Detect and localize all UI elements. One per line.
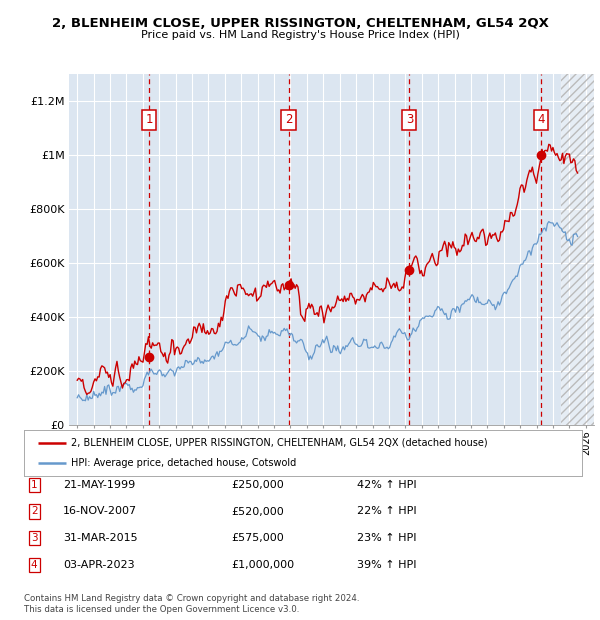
Text: Price paid vs. HM Land Registry's House Price Index (HPI): Price paid vs. HM Land Registry's House … (140, 30, 460, 40)
Text: £520,000: £520,000 (231, 507, 284, 516)
Text: £575,000: £575,000 (231, 533, 284, 543)
Text: 21-MAY-1999: 21-MAY-1999 (63, 480, 135, 490)
Text: 03-APR-2023: 03-APR-2023 (63, 560, 134, 570)
Bar (561, 74, 594, 425)
Text: 23% ↑ HPI: 23% ↑ HPI (357, 533, 416, 543)
Text: 1: 1 (145, 113, 153, 126)
Text: 4: 4 (31, 560, 38, 570)
Text: 1: 1 (31, 480, 38, 490)
Text: 3: 3 (31, 533, 38, 543)
Text: 22% ↑ HPI: 22% ↑ HPI (357, 507, 416, 516)
Text: £1,000,000: £1,000,000 (231, 560, 294, 570)
Text: 2: 2 (31, 507, 38, 516)
Bar (561, 74, 594, 425)
Text: 39% ↑ HPI: 39% ↑ HPI (357, 560, 416, 570)
Text: Contains HM Land Registry data © Crown copyright and database right 2024.: Contains HM Land Registry data © Crown c… (24, 593, 359, 603)
Text: 3: 3 (406, 113, 413, 126)
Text: 2: 2 (285, 113, 292, 126)
Text: 4: 4 (537, 113, 545, 126)
Text: 2, BLENHEIM CLOSE, UPPER RISSINGTON, CHELTENHAM, GL54 2QX (detached house): 2, BLENHEIM CLOSE, UPPER RISSINGTON, CHE… (71, 438, 488, 448)
Text: 16-NOV-2007: 16-NOV-2007 (63, 507, 137, 516)
Text: 42% ↑ HPI: 42% ↑ HPI (357, 480, 416, 490)
Text: £250,000: £250,000 (231, 480, 284, 490)
Text: This data is licensed under the Open Government Licence v3.0.: This data is licensed under the Open Gov… (24, 604, 299, 614)
Text: 2, BLENHEIM CLOSE, UPPER RISSINGTON, CHELTENHAM, GL54 2QX: 2, BLENHEIM CLOSE, UPPER RISSINGTON, CHE… (52, 17, 548, 30)
Text: 31-MAR-2015: 31-MAR-2015 (63, 533, 137, 543)
Text: HPI: Average price, detached house, Cotswold: HPI: Average price, detached house, Cots… (71, 458, 296, 468)
Bar (561, 74, 594, 425)
